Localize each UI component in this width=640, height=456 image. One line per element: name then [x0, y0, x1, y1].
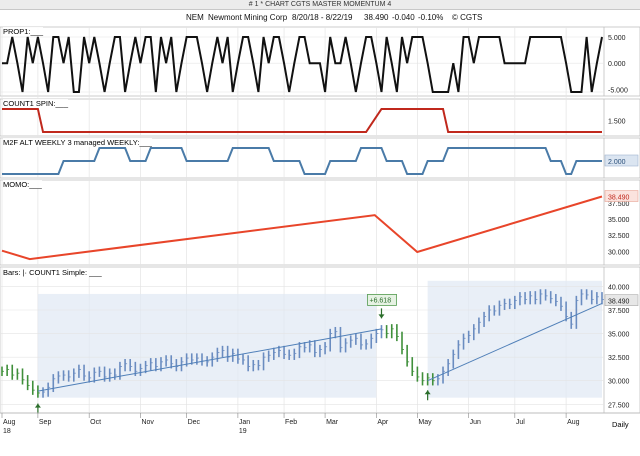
- gain-annotation-box: [367, 294, 397, 306]
- company-name: Newmont Mining Corp: [208, 13, 288, 22]
- sell-arrow-head: [378, 314, 385, 319]
- momo-tick-label: 35.000: [608, 217, 630, 224]
- month-label: Jul: [516, 419, 525, 426]
- gain-annotation: +6.618: [369, 297, 391, 304]
- price-tick-label: 40.000: [608, 284, 630, 291]
- symbol: NEM: [186, 13, 204, 22]
- momo-tick-label: 30.000: [608, 249, 630, 256]
- momo-line: [1, 195, 603, 261]
- month-label: Sep: [39, 419, 52, 426]
- percent-change: -0.10%: [418, 13, 444, 22]
- price-tick-label: 35.000: [608, 332, 630, 339]
- prop1-tick-label: -5.000: [608, 87, 628, 94]
- month-label: Aug: [567, 419, 580, 426]
- window-title: # 1 * CHART CGTS MASTER MOMENTUM 4: [0, 0, 640, 10]
- last-price: 38.490: [364, 13, 389, 22]
- prop1-line: [2, 36, 603, 93]
- trend-line-2: [427, 302, 603, 382]
- m2f-last-value: 2.000: [608, 159, 626, 166]
- momo-label: MOMO:___: [3, 180, 42, 189]
- year-label: 18: [3, 428, 11, 435]
- date-range: 8/20/18 - 8/22/19: [292, 13, 353, 22]
- month-label: Aug: [3, 419, 16, 426]
- count1-spin-tick-label: 1.500: [608, 119, 626, 126]
- price-last-value-box: [604, 294, 639, 306]
- price-tick-label: 30.000: [608, 379, 630, 386]
- prop1-tick-label: 0.000: [608, 61, 626, 68]
- m2f-weekly-line: [2, 147, 602, 175]
- copyright: © CGTS: [452, 13, 483, 22]
- momo-last-value-box: [604, 190, 639, 202]
- price-tick-label: 32.500: [608, 355, 630, 362]
- price-last-value: 38.490: [608, 299, 630, 306]
- prop1-label: PROP1:___: [3, 27, 44, 36]
- price-tick-label: 37.500: [608, 308, 630, 315]
- month-label: Nov: [141, 419, 154, 426]
- month-label: Jun: [470, 419, 481, 426]
- month-label: Oct: [90, 419, 101, 426]
- momo-last-value: 38.490: [608, 195, 630, 202]
- count1-spin-line: [2, 108, 602, 133]
- buy-arrow-2-head: [424, 390, 431, 395]
- momo-tick-label: 37.500: [608, 201, 630, 208]
- month-label: Apr: [377, 419, 389, 426]
- price-change: -0.040: [392, 13, 415, 22]
- panel-frame-1: [0, 98, 640, 137]
- month-label: May: [418, 419, 432, 426]
- month-label: Jan: [239, 419, 250, 426]
- buy-arrow-1-head: [34, 403, 41, 408]
- price-tick-label: 27.500: [608, 402, 630, 409]
- year-label: 19: [239, 428, 247, 435]
- m2f-alt-weekly-label: M2F ALT WEEKLY 3 managed WEEKLY:___: [3, 138, 152, 147]
- trend-line-1: [37, 328, 382, 392]
- month-label: Feb: [285, 419, 297, 426]
- month-label: Mar: [326, 419, 339, 426]
- count1-spin-label: COUNT1 SPIN:___: [3, 99, 69, 108]
- prop1-tick-label: 5.000: [608, 35, 626, 42]
- bars-label: Bars: |· COUNT1 Simple: ___: [3, 268, 102, 277]
- momo-tick-label: 32.500: [608, 233, 630, 240]
- period-label[interactable]: Daily: [612, 420, 629, 429]
- month-label: Dec: [188, 419, 201, 426]
- symbol-info-bar: NEM Newmont Mining Corp 8/20/18 - 8/22/1…: [0, 10, 640, 26]
- m2f-last-value-box: [604, 154, 639, 167]
